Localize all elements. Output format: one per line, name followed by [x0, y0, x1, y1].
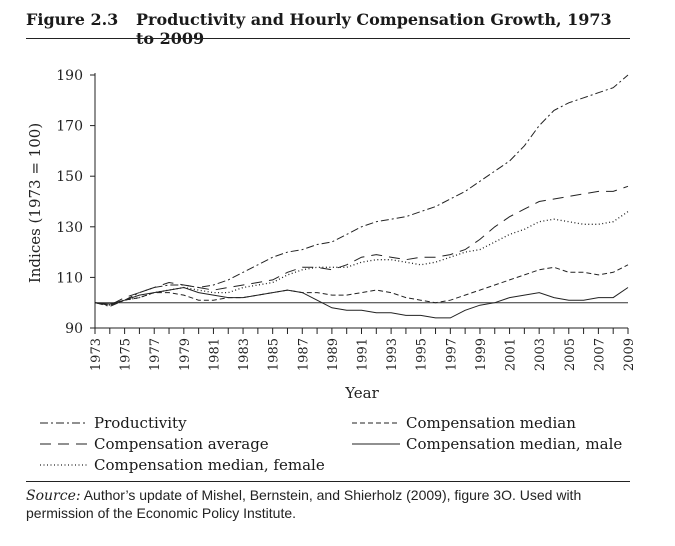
series-line-compensation-median-male: [94, 286, 629, 319]
legend-label-productivity: Productivity: [94, 414, 187, 432]
y-tick-label: 170: [56, 119, 83, 135]
y-axis-title: Indices (1973 = 100): [26, 123, 44, 283]
series-line-compensation-median: [94, 264, 629, 306]
x-tick-label: 2003: [533, 338, 548, 371]
legend-swatch-compensation-average: [40, 443, 88, 445]
y-tick-label: 110: [56, 270, 83, 286]
x-tick-label: 1975: [119, 338, 134, 371]
x-tick-label: 1987: [296, 338, 311, 371]
x-tick-label: 1991: [356, 338, 371, 371]
x-tick-label: 1985: [267, 338, 282, 371]
x-tick-label: 2005: [563, 338, 578, 371]
legend-swatch-compensation-median-male: [352, 443, 400, 445]
legend-label-compensation-average: Compensation average: [94, 435, 269, 453]
x-tick-label: 1979: [178, 338, 193, 371]
figure-label: Figure 2.3: [26, 10, 119, 29]
top-rule: [26, 38, 630, 39]
y-tick-label: 150: [56, 169, 83, 185]
x-tick-label: 1977: [148, 338, 163, 371]
x-tick-label: 1981: [207, 338, 222, 371]
x-tick-label: 1995: [415, 338, 430, 371]
y-tick-label: 190: [56, 68, 83, 84]
x-tick-label: 1999: [474, 338, 489, 371]
x-tick-label: 1983: [237, 338, 252, 371]
series-line-compensation-median-female: [94, 211, 629, 306]
legend-label-compensation-median: Compensation median: [406, 414, 576, 432]
x-tick-label: 2007: [592, 338, 607, 371]
x-tick-label: 1997: [444, 338, 459, 371]
y-tick-label: 130: [56, 220, 83, 236]
x-tick-label: 1973: [89, 338, 104, 371]
x-axis-title: Year: [344, 384, 379, 402]
x-tick-label: 2009: [622, 338, 637, 371]
legend-label-compensation-median-female: Compensation median, female: [94, 456, 325, 474]
legend-label-compensation-median-male: Compensation median, male: [406, 435, 623, 453]
bottom-rule: [26, 481, 630, 482]
figure-header: Figure 2.3 Productivity and Hourly Compe…: [26, 10, 630, 48]
legend-swatch-compensation-median: [352, 422, 400, 424]
series-line-compensation-average: [94, 185, 629, 306]
legend-swatch-compensation-median-female: [40, 464, 88, 466]
x-tick-label: 2001: [504, 338, 519, 371]
series-line-productivity: [94, 74, 629, 308]
x-tick-label: 1989: [326, 338, 341, 371]
source-note: Source: Author’s update of Mishel, Berns…: [26, 487, 646, 522]
legend-swatch-productivity: [40, 422, 88, 424]
x-tick-label: 1993: [385, 338, 400, 371]
y-tick-label: 90: [65, 321, 83, 337]
legend: Productivity Compensation average Compen…: [40, 413, 640, 475]
line-chart: 90 110 130 150 170 190 1973 1975 1977 1979 1981 198…: [26, 68, 637, 402]
source-text: Author’s update of Mishel, Bernstein, an…: [26, 487, 582, 521]
source-prefix: Source:: [26, 488, 81, 504]
